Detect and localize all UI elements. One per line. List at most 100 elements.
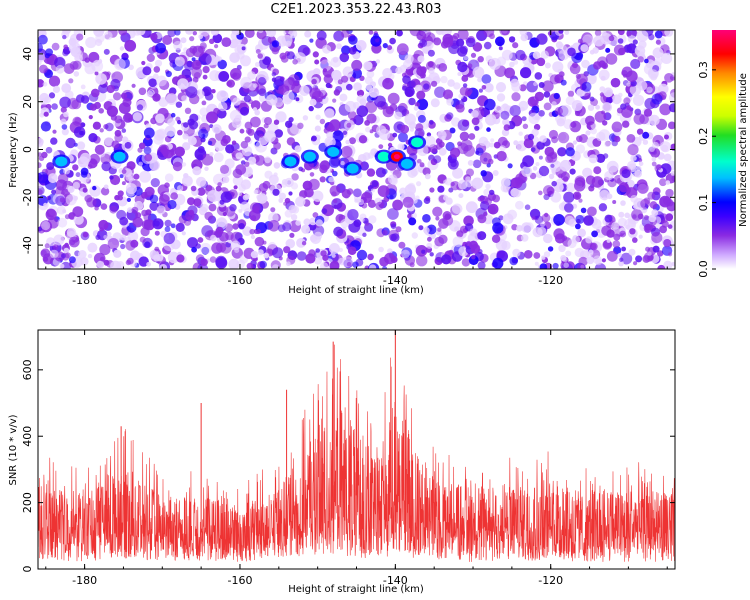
spectrogram-cell bbox=[657, 250, 664, 257]
spectrogram-cell bbox=[332, 57, 339, 63]
spectrogram-cell bbox=[231, 140, 237, 145]
spectrogram-cell bbox=[216, 56, 222, 62]
spectrogram-cell bbox=[52, 85, 61, 93]
spectrogram-x-tick-label: -180 bbox=[72, 274, 97, 287]
spectrogram-cell bbox=[164, 182, 170, 188]
spectrogram-cell bbox=[271, 264, 280, 269]
spectrogram-cell bbox=[121, 128, 127, 133]
spectrogram-cell bbox=[47, 217, 59, 229]
spectrogram-cell bbox=[643, 108, 653, 117]
spectrogram-cell bbox=[417, 114, 426, 123]
spectrogram-cell bbox=[415, 195, 420, 200]
spectrogram-cell bbox=[180, 37, 187, 44]
spectrogram-cell bbox=[197, 154, 204, 161]
spectrogram-cell bbox=[280, 55, 289, 63]
spectrogram-cell bbox=[316, 30, 327, 41]
spectrogram-cell bbox=[73, 214, 84, 225]
spectrogram-cell bbox=[268, 241, 277, 250]
spectrogram-cell bbox=[500, 110, 510, 120]
spectrogram-cell bbox=[554, 233, 566, 244]
spectrogram-cell bbox=[284, 209, 293, 218]
spectrogram-cell bbox=[536, 33, 548, 45]
snr-y-tick-label: 400 bbox=[21, 426, 34, 447]
spectrogram-cell bbox=[138, 142, 146, 150]
spectrogram-cell bbox=[426, 242, 433, 249]
spectrogram-cell bbox=[416, 90, 426, 100]
spectrogram-cell bbox=[516, 225, 523, 232]
spectrogram-cell bbox=[604, 170, 614, 181]
spectrogram-y-tick-label: -40 bbox=[21, 236, 34, 254]
spectrogram-cell bbox=[144, 186, 155, 197]
spectrogram-cell bbox=[182, 175, 193, 187]
spectrogram-cell bbox=[40, 248, 51, 259]
spectrogram-cell bbox=[477, 214, 487, 224]
spectrogram-cell bbox=[378, 144, 384, 150]
spectrogram-cell bbox=[596, 131, 606, 142]
spectrogram-cell bbox=[442, 33, 454, 45]
spectrogram-cell bbox=[604, 140, 611, 148]
spectrogram-cell bbox=[40, 97, 48, 106]
spectrogram-cell bbox=[154, 59, 163, 67]
spectrogram-cell bbox=[286, 261, 291, 267]
spectrogram-cell bbox=[457, 179, 468, 190]
spectrogram-cell bbox=[225, 231, 234, 241]
spectrogram-cell bbox=[271, 41, 278, 47]
spectrogram-cell bbox=[238, 208, 243, 213]
spectrogram-cell bbox=[576, 135, 583, 143]
spectrogram-cell bbox=[250, 250, 259, 259]
spectrogram-blobs bbox=[38, 30, 675, 269]
spectrogram-cell bbox=[274, 129, 284, 138]
spectrogram-cell bbox=[351, 59, 363, 71]
spectrogram-cell bbox=[149, 201, 159, 211]
spectrogram-cell bbox=[170, 223, 176, 229]
spectrogram-cell bbox=[367, 253, 374, 261]
spectrogram-cell bbox=[587, 206, 597, 217]
spectrogram-cell bbox=[606, 238, 611, 243]
spectrogram-cell bbox=[486, 127, 491, 132]
spectrogram-cell bbox=[565, 250, 572, 257]
spectrogram-cell bbox=[277, 224, 286, 233]
spectrogram-cell bbox=[447, 79, 455, 87]
spectrogram-cell bbox=[520, 67, 532, 79]
spectrogram-cell bbox=[635, 255, 643, 263]
spectrogram-cell bbox=[422, 167, 431, 176]
spectrogram-cell bbox=[665, 188, 674, 198]
spectrogram-y-tick-label: 40 bbox=[21, 47, 34, 61]
spectrogram-cell bbox=[52, 244, 59, 250]
spectrogram-cell bbox=[617, 30, 625, 36]
spectrogram-cell bbox=[441, 254, 452, 265]
figure-title: C2E1.2023.353.22.43.R03 bbox=[270, 2, 441, 17]
colorbar-ticks: 0.0 0.1 0.2 0.3 bbox=[697, 61, 716, 278]
spectrogram-cell bbox=[278, 192, 286, 200]
spectrogram-cell bbox=[311, 78, 317, 85]
spectrogram-x-tick-label: -140 bbox=[383, 274, 408, 287]
spectrogram-cell bbox=[220, 138, 229, 147]
spectrogram-cell bbox=[511, 82, 521, 92]
spectrogram-cell bbox=[587, 104, 595, 111]
spectrogram-cell bbox=[254, 109, 260, 116]
spectrogram-cell bbox=[322, 68, 328, 73]
spectrogram-cell bbox=[213, 152, 224, 163]
spectrogram-cell bbox=[520, 234, 529, 242]
spectrogram-cell bbox=[627, 144, 639, 156]
spectrogram-cell bbox=[131, 206, 139, 214]
spectrogram-cell bbox=[113, 249, 122, 258]
spectrogram-cell bbox=[324, 108, 335, 119]
spectrogram-cell bbox=[651, 156, 657, 162]
spectrogram-cell bbox=[617, 252, 622, 258]
spectrogram-cell bbox=[221, 37, 232, 47]
spectrogram-cell bbox=[558, 71, 565, 78]
spectrogram-cell bbox=[187, 197, 195, 206]
spectrogram-cell bbox=[352, 261, 359, 268]
spectrogram-cell bbox=[643, 214, 649, 221]
snr-y-tick-label: 0 bbox=[21, 566, 34, 573]
spectrogram-cell bbox=[469, 228, 478, 237]
spectrogram-cell bbox=[450, 147, 461, 158]
spectrogram-cell bbox=[359, 217, 365, 223]
spectrogram-cell bbox=[248, 156, 257, 165]
spectrogram-cell bbox=[623, 97, 631, 105]
spectrogram-cell bbox=[527, 133, 535, 140]
spectrogram-cell bbox=[167, 118, 176, 127]
spectrogram-cell bbox=[591, 230, 598, 238]
spectrogram-cell bbox=[438, 63, 448, 72]
